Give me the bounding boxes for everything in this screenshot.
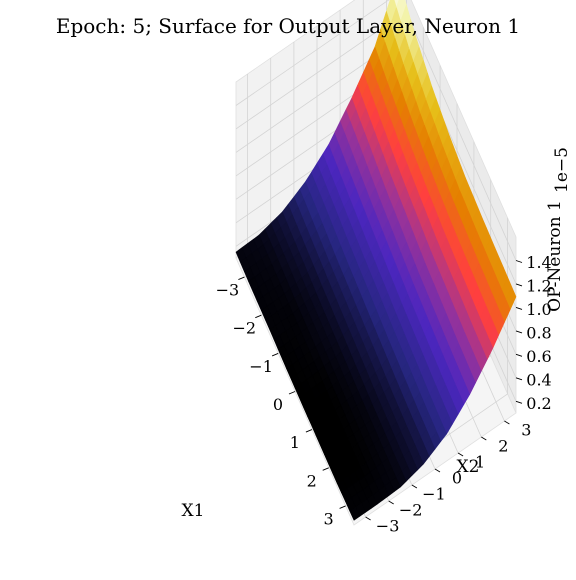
tick-mark — [515, 306, 523, 310]
tick-mark — [365, 516, 371, 521]
z-tick-label: 1.2 — [526, 276, 551, 295]
tick-mark — [322, 467, 329, 471]
tick-mark — [457, 452, 464, 457]
x-tick-label: 0 — [273, 395, 283, 414]
grid-line-z — [400, 0, 517, 261]
tick-mark — [515, 377, 523, 381]
tick-mark — [271, 352, 279, 357]
z-tick-label: 0.2 — [526, 394, 551, 413]
tick-mark — [515, 283, 523, 287]
tick-mark — [305, 429, 313, 433]
grid-line-z — [235, 16, 399, 130]
tick-mark — [411, 484, 418, 489]
tick-mark — [388, 500, 394, 505]
z-tick-label: 0.8 — [526, 323, 551, 342]
tick-mark — [515, 353, 523, 357]
tick-mark — [238, 276, 245, 281]
chart-title: Epoch: 5; Surface for Output Layer, Neur… — [55, 14, 521, 38]
z-tick-label: 1.0 — [526, 300, 551, 319]
tick-mark — [434, 468, 441, 473]
y-tick-label: 1 — [475, 453, 485, 472]
tick-mark — [504, 420, 510, 425]
y-tick-label: −1 — [422, 485, 446, 504]
tick-mark — [515, 260, 523, 263]
surface-mesh — [235, 0, 517, 521]
grid-line-z — [235, 0, 390, 106]
x-tick-label: −2 — [233, 319, 257, 338]
x-tick-label: −1 — [249, 357, 273, 376]
tick-mark — [339, 505, 346, 509]
z-axis-label: OP-Neuron 1 — [545, 200, 565, 312]
z-tick-label: 0.6 — [526, 347, 551, 366]
y-tick-label: −3 — [376, 517, 400, 536]
tick-mark — [515, 400, 523, 404]
tick-mark — [481, 436, 487, 441]
x-tick-label: 1 — [290, 433, 300, 452]
tick-mark — [255, 314, 262, 319]
y-axis-label: X2 — [457, 457, 480, 477]
x-tick-label: 2 — [307, 471, 317, 490]
z-axis-offset-label: 1e−5 — [552, 147, 572, 193]
x-tick-label: −3 — [216, 281, 240, 300]
z-tick-label: 0.4 — [526, 370, 551, 389]
x-axis-label: X1 — [182, 501, 205, 521]
x-tick-label: 3 — [324, 509, 334, 528]
tick-mark — [288, 391, 296, 395]
y-tick-label: 2 — [498, 437, 508, 456]
surface-cell — [349, 506, 361, 521]
tick-mark — [515, 330, 523, 334]
y-tick-label: 0 — [452, 469, 462, 488]
z-tick-label: 1.4 — [526, 253, 551, 272]
y-tick-label: −2 — [399, 501, 423, 520]
y-tick-label: 3 — [521, 421, 531, 440]
